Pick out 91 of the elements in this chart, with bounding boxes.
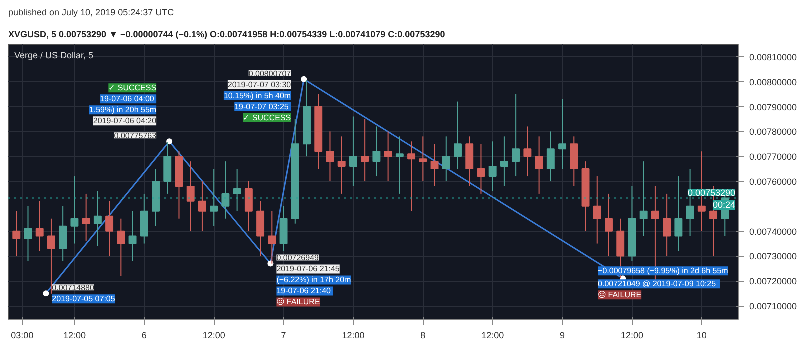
candlestick xyxy=(605,193,613,257)
candlestick xyxy=(338,136,346,194)
x-tick-label: 12:00 xyxy=(202,330,226,340)
candlestick xyxy=(500,136,508,187)
candlestick xyxy=(94,190,102,247)
candlestick xyxy=(674,176,683,252)
y-tick-label: 0.00780000 xyxy=(750,127,798,138)
y-tick-label: 0.00810000 xyxy=(750,52,798,62)
candlestick xyxy=(210,168,218,227)
y-tick-label: 0.00770000 xyxy=(750,152,798,162)
annotation: 19-07-06 21:40 xyxy=(276,286,332,296)
candlestick xyxy=(524,126,532,178)
candlestick xyxy=(488,141,497,192)
chart-title: published on July 10, 2019 05:24:37 UTC xyxy=(8,8,175,18)
x-tick-label: 6 xyxy=(142,330,147,340)
x-tick-label: 7 xyxy=(281,330,286,340)
candlestick xyxy=(663,193,672,257)
candlestick xyxy=(12,210,21,257)
x-tick-label: 12:00 xyxy=(482,330,504,340)
ref-line-label: 0.00753290 xyxy=(688,188,736,198)
candlestick xyxy=(512,94,520,178)
x-tick-label: 12:00 xyxy=(342,330,365,340)
candlestick xyxy=(326,131,334,182)
y-tick-label: 0.00730000 xyxy=(750,252,798,262)
point xyxy=(301,76,308,82)
candlestick xyxy=(117,218,126,277)
annotation: 0.00775763 xyxy=(114,132,158,141)
candlestick xyxy=(477,144,486,194)
annotation: 0.00800707 xyxy=(248,69,292,78)
candlestick xyxy=(59,206,68,262)
x-tick-label: 03:00 xyxy=(11,330,34,340)
annotation: ✓ SUCCESS xyxy=(108,84,157,93)
annotation: (−6.22%) in 17h 20m xyxy=(276,276,352,285)
x-tick-label: 12:00 xyxy=(63,330,86,340)
candlestick xyxy=(186,161,195,232)
annotation: ☹ FAILURE xyxy=(276,298,320,307)
y-tick-label: 0.00760000 xyxy=(750,177,798,187)
annotation: Verge / US Dollar, 5 xyxy=(14,50,94,60)
annotation: 0.00714880 xyxy=(52,284,95,293)
annotation: 10.15%) in 5h 40m xyxy=(224,91,292,100)
x-tick-label: 10 xyxy=(696,330,707,340)
candlestick xyxy=(106,200,114,257)
candlestick xyxy=(430,144,439,187)
y-tick-label: 0.00800000 xyxy=(750,77,798,88)
candlestick xyxy=(396,136,404,194)
candlestick xyxy=(593,176,602,244)
chart-subtitle: XVGUSD, 5 0.00753290 ▼ −0.00000744 (−0.1%) O:0.00741958 H:0.00754339 L:0.00741079 C:0.00753290 xyxy=(8,30,446,40)
candlestick xyxy=(198,181,206,232)
annotation: 00:24 xyxy=(712,200,736,210)
candlestick xyxy=(535,136,544,194)
y-tick-label: 0.00710000 xyxy=(750,302,798,312)
y-tick-label: 0.00790000 xyxy=(750,102,798,112)
annotation: −0.00079658 (−9.95%) in 2d 6h 55m xyxy=(598,266,729,276)
annotation: 2019-07-06 21:45 xyxy=(276,264,340,274)
candlestick xyxy=(546,131,555,182)
candlestick xyxy=(372,126,381,178)
candlestick xyxy=(349,116,358,187)
annotation: ☹ FAILURE xyxy=(598,290,642,300)
candlestick xyxy=(419,136,428,182)
annotation: 2019-07-05 07:05 xyxy=(52,294,116,304)
y-tick-label: 0.00720000 xyxy=(750,276,798,287)
candlestick xyxy=(244,181,253,232)
candlestick xyxy=(222,161,230,220)
point xyxy=(166,138,173,145)
annotation: 19-07-06 04:00 xyxy=(100,94,155,104)
candlestick xyxy=(384,131,392,182)
candlestick xyxy=(70,176,79,244)
candlestick xyxy=(233,168,242,212)
annotation: 19-07-07 03:25 xyxy=(234,102,290,112)
candlestick xyxy=(36,200,44,252)
annotation: 0.00726949 xyxy=(276,254,320,263)
candlestick xyxy=(442,136,450,182)
candlestick xyxy=(640,161,648,237)
x-tick-label: 8 xyxy=(420,330,426,340)
candlestick xyxy=(268,210,276,264)
candlestick xyxy=(82,193,90,242)
point xyxy=(43,290,50,297)
candlestick xyxy=(454,101,462,170)
annotation: 2019-07-07 03:30 xyxy=(228,80,292,90)
x-tick-label: 9 xyxy=(560,330,566,340)
candlestick xyxy=(558,98,567,170)
x-tick-label: 12:00 xyxy=(620,330,644,340)
candlestick xyxy=(128,210,137,262)
annotation: 2019-07-06 04:20 xyxy=(93,116,158,126)
annotation: 0.00721049 @ 2019-07-09 10:25 xyxy=(598,280,717,289)
y-tick-label: 0.00740000 xyxy=(750,226,798,237)
candlestick xyxy=(361,118,370,182)
annotation: ✓ SUCCESS xyxy=(243,113,292,122)
candlestick xyxy=(24,206,32,262)
annotation: 1.59%) in 20h 55m xyxy=(89,106,157,115)
candlestick xyxy=(408,141,416,212)
